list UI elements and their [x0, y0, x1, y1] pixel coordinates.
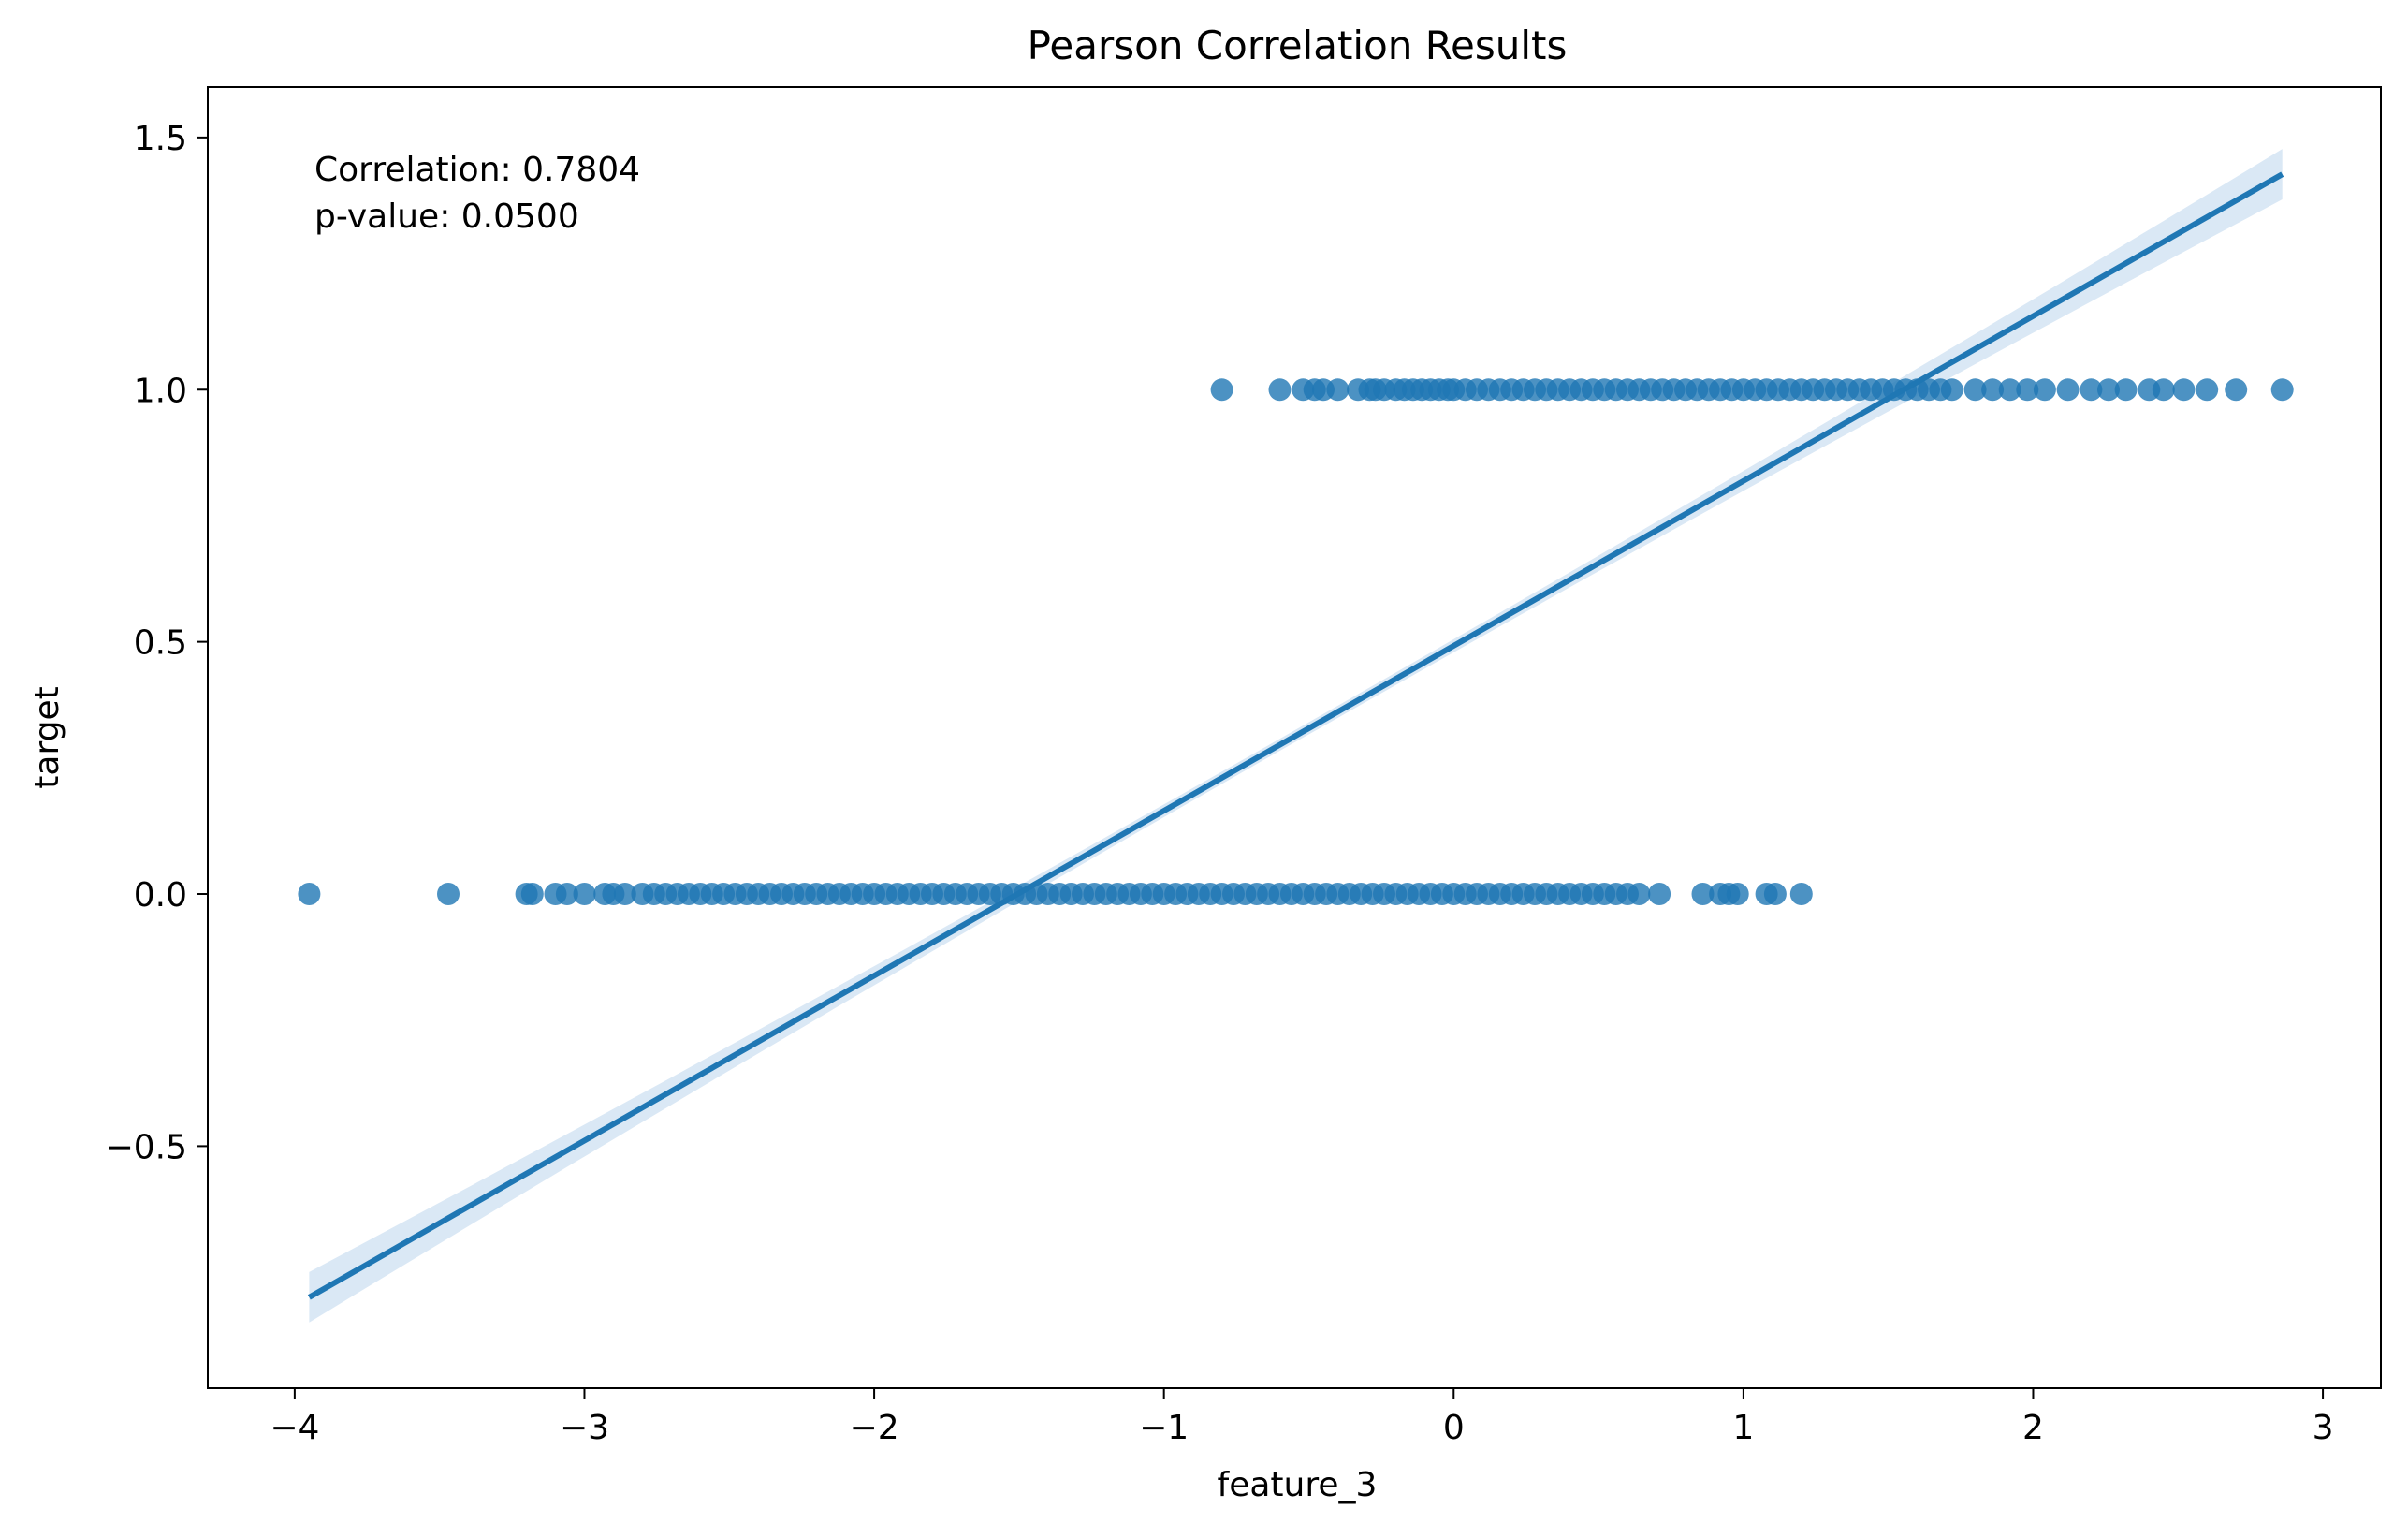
x-axis-label: feature_3: [1218, 1466, 1378, 1504]
data-point: [573, 883, 596, 905]
y-tick-label: 0.5: [134, 624, 187, 663]
plot-frame: [207, 86, 2382, 1389]
data-point: [1998, 378, 2021, 402]
data-point: [1763, 883, 1787, 905]
data-point: [2114, 378, 2138, 402]
x-tick-label: 1: [1732, 1409, 1754, 1447]
chart-title: Pearson Correlation Results: [1028, 22, 1568, 68]
x-tick-label: −1: [1139, 1409, 1189, 1447]
y-tick-label: −0.5: [106, 1128, 187, 1166]
data-point: [613, 883, 636, 905]
data-point: [1726, 883, 1749, 905]
data-point: [2080, 378, 2103, 402]
x-tick-label: −4: [270, 1409, 319, 1447]
data-point: [2152, 378, 2175, 402]
data-point: [2172, 378, 2196, 402]
annotation-correlation: Correlation: 0.7804: [314, 151, 640, 189]
data-point: [2270, 378, 2294, 402]
data-point: [2196, 378, 2219, 402]
y-tick-label: 0.0: [134, 876, 187, 915]
data-point: [437, 883, 460, 905]
regression-line-layer: [307, 171, 2284, 1300]
data-point: [1648, 883, 1671, 905]
data-point: [2056, 378, 2080, 402]
data-point: [298, 883, 321, 905]
ticks-layer: −4 −3 −2 −1 0 1 2 3 −0.5 0.0 0.5 1.0 1.5: [106, 120, 2334, 1447]
annotation-p-value: p-value: 0.0500: [314, 198, 579, 236]
data-point: [2225, 378, 2248, 402]
data-point: [555, 883, 578, 905]
y-tick-label: 1.0: [134, 372, 187, 410]
data-point: [1268, 378, 1292, 402]
y-axis-label: target: [28, 686, 66, 788]
y-tick-label: 1.5: [134, 120, 187, 158]
regression-line: [307, 171, 2284, 1300]
data-point: [2033, 378, 2056, 402]
data-point: [1326, 378, 1350, 402]
x-tick-label: 3: [2313, 1409, 2334, 1447]
x-tick-label: 0: [1443, 1409, 1465, 1447]
x-tick-label: −3: [560, 1409, 609, 1447]
data-point: [520, 883, 544, 905]
data-point: [1691, 883, 1715, 905]
data-point: [1210, 378, 1233, 402]
points-layer: [298, 378, 2294, 905]
axes-layer: [207, 86, 2382, 1389]
x-tick-label: 2: [2022, 1409, 2044, 1447]
data-point: [2016, 378, 2039, 402]
data-point: [1627, 883, 1651, 905]
data-point: [1789, 883, 1813, 905]
data-point: [1940, 378, 1963, 402]
data-point: [2097, 378, 2120, 402]
data-point: [1963, 378, 1987, 402]
x-tick-label: −2: [850, 1409, 899, 1447]
data-point: [1981, 378, 2005, 402]
